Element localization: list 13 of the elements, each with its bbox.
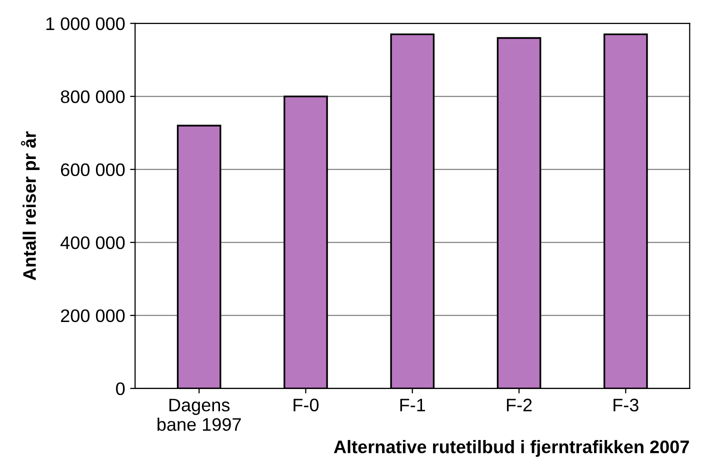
x-tick-label: F-0 — [294, 398, 319, 412]
x-tick-label: F-3 — [614, 398, 638, 412]
x-tick-label: F-2 — [506, 398, 532, 412]
y-tick-label: 200 000 — [61, 309, 125, 322]
y-tick-label: 800 000 — [60, 90, 125, 104]
y-tick-label: 1 000 000 — [46, 17, 125, 30]
y-tick-label: 0 — [116, 382, 125, 396]
x-tick-label: Dagens bane 1997 — [158, 398, 241, 431]
x-tick-label: F-1 — [400, 398, 426, 412]
y-axis-title: Antall reiser pr år — [20, 131, 40, 280]
x-axis-title: Alternative rutetilbud i fjerntrafikken 2007 — [334, 440, 689, 457]
y-tick-label: 400 000 — [60, 236, 125, 250]
y-tick-label: 600 000 — [61, 163, 125, 176]
